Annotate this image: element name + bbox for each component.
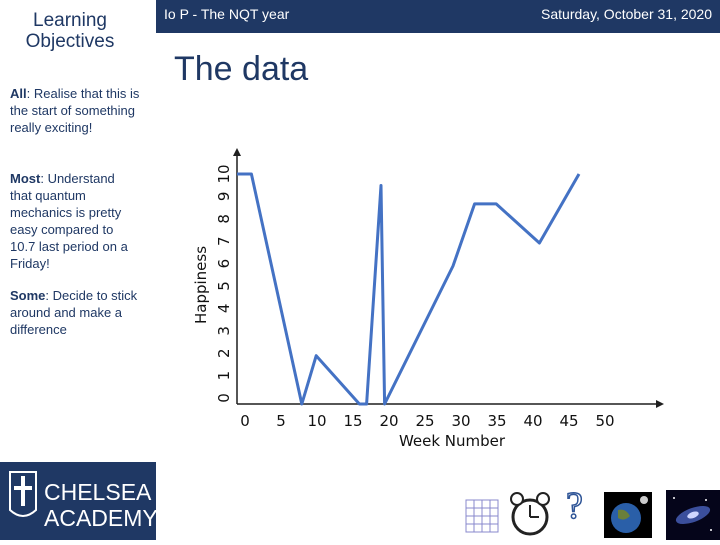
y-tick-label: 6 [215, 259, 233, 269]
x-tick-label: 35 [487, 412, 506, 430]
x-tick-label: 45 [559, 412, 578, 430]
x-tick-label: 10 [307, 412, 326, 430]
y-tick-label: 4 [215, 304, 233, 314]
y-tick-label: 3 [215, 326, 233, 336]
grid-icon [462, 496, 502, 536]
x-tick-label: 15 [343, 412, 362, 430]
series-line [237, 174, 579, 404]
y-tick-label: 10 [215, 164, 233, 183]
x-axis-arrow [656, 400, 664, 408]
y-tick-label: 5 [215, 281, 233, 291]
x-tick-label: 25 [415, 412, 434, 430]
question-mark-icon: ? [562, 484, 594, 524]
x-tick-label: 5 [276, 412, 286, 430]
x-tick-label: 30 [451, 412, 470, 430]
y-tick-label: 8 [215, 214, 233, 224]
chart-series [237, 174, 579, 404]
y-tick-label: 9 [215, 192, 233, 202]
y-axis-label: Happiness [192, 246, 210, 324]
x-tick-label: 50 [595, 412, 614, 430]
svg-text:?: ? [566, 485, 583, 524]
alarm-clock-icon [506, 490, 554, 538]
galaxy-icon [666, 490, 720, 540]
x-tick-label: 20 [379, 412, 398, 430]
y-tick-label: 0 [215, 393, 233, 403]
earth-icon [604, 492, 652, 538]
y-tick-label: 7 [215, 236, 233, 246]
icon-strip: ? [462, 486, 720, 540]
x-axis-label: Week Number [399, 432, 506, 450]
x-tick-label: 40 [523, 412, 542, 430]
x-tick-label: 0 [240, 412, 250, 430]
y-tick-label: 1 [215, 371, 233, 381]
y-tick-label: 2 [215, 348, 233, 358]
y-axis-arrow [233, 148, 241, 156]
